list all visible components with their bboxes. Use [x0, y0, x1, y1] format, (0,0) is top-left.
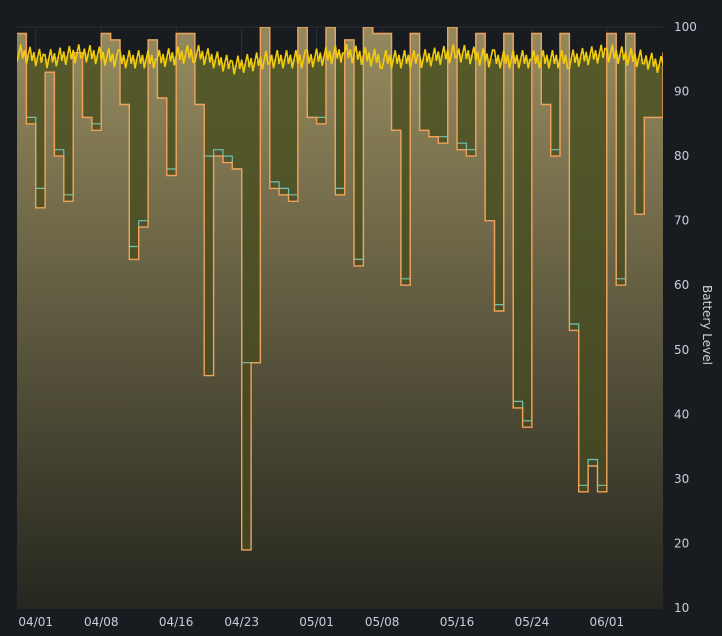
x-tick-label: 05/01: [299, 615, 334, 629]
series-lines: [17, 27, 663, 551]
x-axis: 04/01 04/08 04/16 04/23 05/01 05/08 05/16 05/24…: [18, 615, 624, 629]
y-tick-label: 60: [674, 278, 689, 292]
x-tick-label: 05/24: [515, 615, 550, 629]
battery-level-area: [17, 27, 663, 608]
y-axis: 10 20 30 40 50 60 70 80 90 100: [674, 20, 697, 615]
x-tick-label: 04/16: [159, 615, 194, 629]
band-line: [17, 43, 663, 75]
battery-level-line: [17, 27, 663, 551]
x-tick-label: 05/16: [440, 615, 475, 629]
x-tick-label: 05/08: [365, 615, 400, 629]
y-tick-label: 90: [674, 85, 689, 99]
y-axis-title: Battery Level: [700, 285, 714, 365]
x-tick-label: 04/08: [84, 615, 119, 629]
y-tick-label: 100: [674, 20, 697, 34]
x-tick-label: 06/01: [590, 615, 625, 629]
y-tick-label: 70: [674, 214, 689, 228]
y-tick-label: 30: [674, 472, 689, 486]
area-fill: [17, 27, 663, 608]
y-tick-label: 40: [674, 407, 689, 421]
y-tick-label: 20: [674, 536, 689, 550]
y-tick-label: 10: [674, 601, 689, 615]
y-tick-label: 80: [674, 149, 689, 163]
x-tick-label: 04/23: [224, 615, 259, 629]
y-tick-label: 50: [674, 343, 689, 357]
x-tick-label: 04/01: [18, 615, 53, 629]
